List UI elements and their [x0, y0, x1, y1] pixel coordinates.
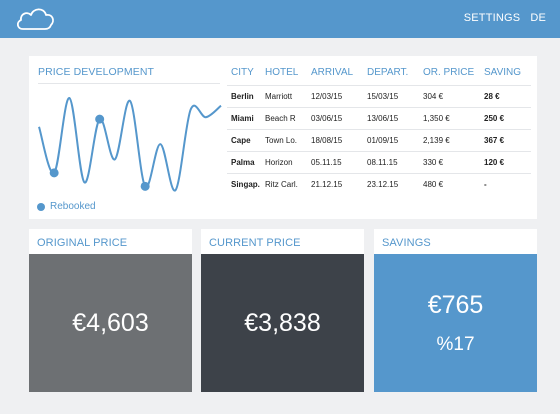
rebooked-marker[interactable]	[49, 168, 59, 178]
cell-hotel: Ritz Carl.	[265, 179, 298, 189]
cell-arrival: 18/08/15	[307, 129, 363, 152]
cell-depart: 23.12.15	[367, 179, 399, 189]
price-chart	[38, 96, 222, 192]
chart-title: PRICE DEVELOPMENT	[38, 66, 155, 78]
cell-arrival: 03/06/15	[307, 107, 363, 130]
col-depart[interactable]: DEPART.	[363, 60, 419, 86]
cell-city: Cape	[227, 129, 261, 152]
savings-value: €765	[427, 290, 484, 319]
cell-depart: 08.11.15	[363, 151, 419, 174]
cloud-icon[interactable]	[14, 5, 56, 33]
table-row[interactable]: Miami Beach R 03/06/15 13/06/15 1,350 € …	[227, 107, 531, 130]
col-city[interactable]: CITY	[227, 60, 261, 86]
panel-body: €765 %17	[374, 254, 537, 392]
cell-arrival: 05.11.15	[307, 151, 363, 174]
table-header-row: CITY HOTEL ARRIVAL DEPART. OR. PRICE SAV…	[227, 60, 531, 86]
cell-hotel: Marriott	[261, 85, 307, 108]
cell-or-price: 330 €	[419, 151, 480, 174]
cell-hotel: Beach R	[261, 107, 307, 130]
legend-label: Rebooked	[50, 201, 96, 212]
panel-body: €4,603	[29, 254, 192, 392]
cell-saving: -	[484, 179, 487, 189]
price-development-card: PRICE DEVELOPMENT Rebooked CITY HOTEL AR…	[29, 56, 537, 219]
cell-or-price: 304 €	[419, 85, 480, 108]
cell-or-price: 1,350 €	[419, 107, 480, 130]
cell-saving: 250 €	[480, 107, 531, 130]
cell-depart: 13/06/15	[363, 107, 419, 130]
top-bar: SETTINGS DE	[0, 0, 560, 38]
cell-saving: 120 €	[480, 151, 531, 174]
cell-city: Berlin	[227, 85, 261, 108]
cell-arrival: 12/03/15	[307, 85, 363, 108]
bookings-table: CITY HOTEL ARRIVAL DEPART. OR. PRICE SAV…	[227, 60, 531, 195]
panel-title: SAVINGS	[374, 229, 537, 254]
savings-panel: SAVINGS €765 %17	[374, 229, 537, 392]
divider	[38, 83, 220, 84]
panel-title: CURRENT PRICE	[201, 229, 364, 254]
cell-hotel: Town Lo.	[261, 129, 307, 152]
chart-legend: Rebooked	[37, 201, 96, 212]
cell-hotel: Horizon	[261, 151, 307, 174]
panel-title: ORIGINAL PRICE	[29, 229, 192, 254]
col-hotel[interactable]: HOTEL	[261, 60, 307, 86]
rebooked-marker[interactable]	[95, 114, 105, 124]
top-nav: SETTINGS DE	[464, 12, 546, 24]
table-row[interactable]: Singap. Ritz Carl. 21.12.15 23.12.15 480…	[227, 173, 531, 195]
language-link[interactable]: DE	[530, 12, 546, 24]
cell-city: Singap.	[231, 179, 260, 189]
cell-depart: 15/03/15	[363, 85, 419, 108]
cell-or-price: 2,139 €	[419, 129, 480, 152]
cell-city: Miami	[227, 107, 261, 130]
cell-depart: 01/09/15	[363, 129, 419, 152]
table-row[interactable]: Cape Town Lo. 18/08/15 01/09/15 2,139 € …	[227, 129, 531, 152]
rebooked-marker[interactable]	[140, 181, 150, 191]
current-price-value: €3,838	[244, 308, 321, 337]
cell-saving: 367 €	[480, 129, 531, 152]
panel-body: €3,838	[201, 254, 364, 392]
original-price-panel: ORIGINAL PRICE €4,603	[29, 229, 192, 392]
savings-percent: %17	[436, 333, 475, 355]
price-line	[38, 96, 222, 192]
table-row[interactable]: Berlin Marriott 12/03/15 15/03/15 304 € …	[227, 85, 531, 108]
cell-city: Palma	[227, 151, 261, 174]
col-saving[interactable]: SAVING	[480, 60, 531, 86]
cell-saving: 28 €	[480, 85, 531, 108]
legend-marker	[37, 202, 45, 211]
col-or-price[interactable]: OR. PRICE	[419, 60, 480, 86]
current-price-panel: CURRENT PRICE €3,838	[201, 229, 364, 392]
settings-link[interactable]: SETTINGS	[463, 12, 521, 24]
col-arrival[interactable]: ARRIVAL	[307, 60, 363, 86]
cell-or-price: 480 €	[423, 179, 444, 189]
original-price-value: €4,603	[72, 308, 149, 337]
table-row[interactable]: Palma Horizon 05.11.15 08.11.15 330 € 12…	[227, 151, 531, 174]
cell-arrival: 21.12.15	[311, 179, 343, 189]
